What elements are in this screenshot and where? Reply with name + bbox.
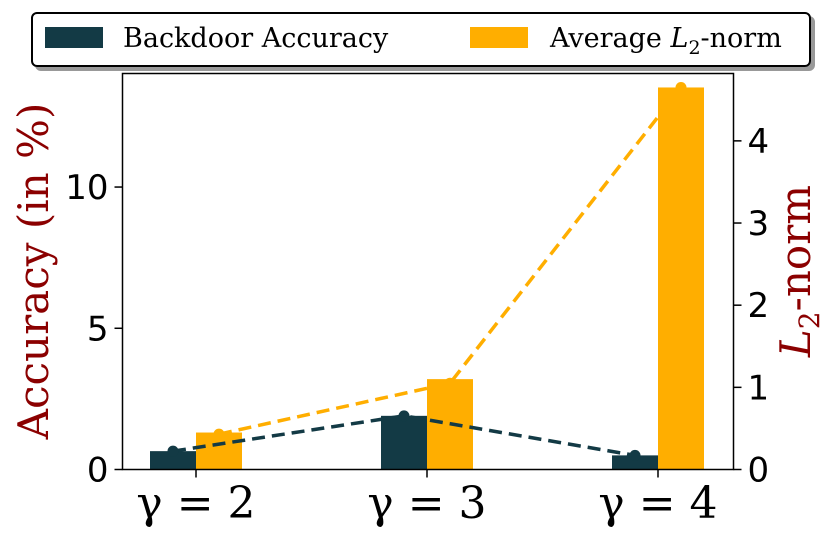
y-right-tick-label-1: 1 — [748, 368, 770, 408]
point-backdoor-accuracy-2 — [167, 445, 179, 457]
point-average-l2-norm-3 — [444, 377, 456, 389]
point-average-l2-norm-4 — [675, 81, 687, 93]
x-axis-ticks: γ = 2 γ = 3 γ = 4 — [136, 469, 718, 529]
y-axis-left-title: Accuracy (in %) — [9, 103, 58, 441]
point-backdoor-accuracy-4 — [629, 449, 641, 461]
y-axis-right-ticks: 0 1 2 3 4 — [733, 122, 770, 491]
y-right-tick-label-0: 0 — [748, 451, 770, 491]
point-backdoor-accuracy-3 — [398, 410, 410, 422]
legend-frame — [31, 12, 811, 67]
bar-average-l2-norm-4 — [658, 87, 704, 470]
bar-backdoor-accuracy-3 — [381, 415, 427, 470]
legend-label-backdoor-accuracy: Backdoor Accuracy — [123, 23, 389, 54]
y-left-tick-label-10: 10 — [65, 168, 108, 208]
x-tick-label-4: γ = 4 — [598, 478, 717, 529]
bar-backdoor-accuracy-4 — [612, 455, 658, 470]
y-axis-right-title: L2-norm — [771, 185, 826, 358]
legend-label-average-l2-norm: Average L2-norm — [549, 23, 782, 59]
line-average-l2-norm — [218, 86, 683, 436]
y-right-tick-label-3: 3 — [748, 204, 770, 244]
y-right-tick-label-2: 2 — [748, 286, 770, 326]
lines-layer — [167, 81, 687, 461]
bar-backdoor-accuracy-2 — [150, 451, 196, 470]
y-left-tick-label-5: 5 — [87, 309, 109, 349]
plot-frame — [121, 72, 735, 471]
point-average-l2-norm-2 — [213, 428, 225, 440]
line-backdoor-accuracy — [172, 414, 636, 458]
y-axis-left-ticks: 0 5 10 — [65, 168, 123, 491]
legend: Backdoor Accuracy Average L2-norm — [31, 12, 811, 67]
y-right-tick-label-4: 4 — [748, 122, 770, 162]
y-left-tick-label-0: 0 — [87, 451, 109, 491]
bars-layer — [150, 87, 704, 470]
x-tick-label-2: γ = 2 — [136, 478, 255, 529]
legend-swatch-backdoor-accuracy — [45, 27, 103, 48]
x-tick-label-3: γ = 3 — [367, 478, 486, 529]
legend-swatch-average-l2-norm — [470, 27, 528, 48]
